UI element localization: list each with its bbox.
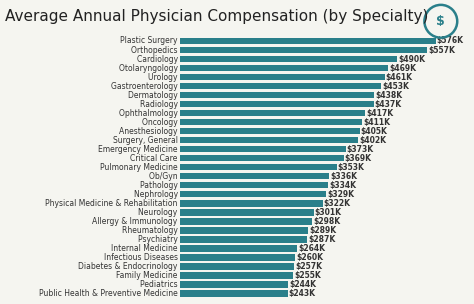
Bar [180,227,308,233]
Text: $417K: $417K [366,109,393,118]
Text: $329K: $329K [327,190,354,199]
Bar [180,218,312,225]
Bar [180,110,365,116]
Text: Allergy & Immunology: Allergy & Immunology [92,217,180,226]
Bar [180,65,388,71]
Bar [180,236,307,243]
Text: Surgery, General: Surgery, General [113,136,180,145]
Text: Neurology: Neurology [138,208,180,217]
Bar [180,146,346,152]
Bar [180,119,362,125]
Bar [180,38,436,44]
Text: Ophthalmology: Ophthalmology [119,109,180,118]
Text: Diabetes & Endocrinology: Diabetes & Endocrinology [78,262,180,271]
Text: Plastic Surgery: Plastic Surgery [120,36,180,46]
Text: Pediatrics: Pediatrics [140,280,180,289]
Bar [180,101,374,107]
Bar [180,155,344,161]
Text: Ob/Gyn: Ob/Gyn [149,172,180,181]
Bar [180,164,337,171]
Text: $255K: $255K [294,271,321,280]
Text: Physical Medicine & Rehabilitation: Physical Medicine & Rehabilitation [46,199,180,208]
Text: $438K: $438K [375,91,402,100]
Bar [180,263,294,270]
Text: $576K: $576K [437,36,464,46]
Text: Orthopedics: Orthopedics [131,46,180,54]
Text: $411K: $411K [363,118,390,127]
Text: $298K: $298K [313,217,340,226]
Text: $461K: $461K [385,73,412,81]
Bar [180,137,358,143]
Bar [180,92,374,98]
Text: $336K: $336K [330,172,357,181]
Bar [180,209,314,216]
Text: Gastroenterology: Gastroenterology [111,81,180,91]
Text: Emergency Medicine: Emergency Medicine [98,145,180,154]
Text: Dermatology: Dermatology [128,91,180,100]
Text: Psychiatry: Psychiatry [138,235,180,244]
Text: $322K: $322K [324,199,351,208]
Text: $402K: $402K [359,136,386,145]
Text: Critical Care: Critical Care [130,154,180,163]
Text: $: $ [437,15,445,28]
Text: Average Annual Physician Compensation (by Specialty): Average Annual Physician Compensation (b… [5,9,428,24]
Text: $301K: $301K [314,208,341,217]
Text: Oncology: Oncology [142,118,180,127]
Text: Public Health & Preventive Medicine: Public Health & Preventive Medicine [39,289,180,298]
Text: Urology: Urology [148,73,180,81]
Bar [180,281,288,288]
Text: $490K: $490K [398,54,425,64]
Text: $557K: $557K [428,46,455,54]
Bar [180,173,329,179]
Text: $257K: $257K [295,262,322,271]
Bar [180,191,326,198]
Text: Nephrology: Nephrology [134,190,180,199]
Bar [180,83,381,89]
Bar [180,254,295,261]
Text: $405K: $405K [361,127,387,136]
Text: $260K: $260K [296,253,323,262]
Bar [180,200,323,206]
Text: $264K: $264K [298,244,325,253]
Bar [180,182,328,188]
Text: $373K: $373K [346,145,374,154]
Text: $243K: $243K [289,289,316,298]
Text: $369K: $369K [345,154,372,163]
Bar [180,272,293,279]
Text: $334K: $334K [329,181,356,190]
Text: Internal Medicine: Internal Medicine [111,244,180,253]
Text: $453K: $453K [382,81,409,91]
Text: Cardiology: Cardiology [137,54,180,64]
Text: $353K: $353K [337,163,365,172]
Bar [180,245,297,252]
Text: $437K: $437K [375,100,402,109]
Text: $244K: $244K [289,280,316,289]
Bar [180,56,397,62]
Text: Rheumatology: Rheumatology [122,226,180,235]
Bar [180,47,427,53]
Text: Otolaryngology: Otolaryngology [119,64,180,73]
Text: Pathology: Pathology [140,181,180,190]
Text: Infectious Diseases: Infectious Diseases [104,253,180,262]
Text: Anesthesiology: Anesthesiology [119,127,180,136]
Bar [180,128,360,134]
Text: Radiology: Radiology [140,100,180,109]
Bar [180,290,288,297]
Text: $469K: $469K [389,64,416,73]
Text: $289K: $289K [309,226,336,235]
Text: $287K: $287K [308,235,336,244]
Bar [180,74,384,80]
Text: Family Medicine: Family Medicine [117,271,180,280]
Text: Pulmonary Medicine: Pulmonary Medicine [100,163,180,172]
